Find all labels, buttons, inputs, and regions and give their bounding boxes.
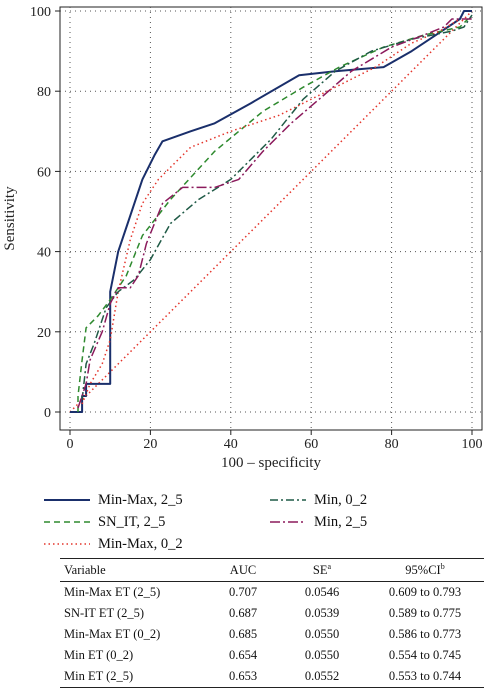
chart-legend: Min-Max, 2_5 Min, 0_2 SN_IT, 2_5 Min, 2_…: [0, 480, 484, 555]
table-row: Min-Max ET (2_5) 0.707 0.0546 0.609 to 0…: [60, 582, 484, 604]
cell-auc: 0.654: [228, 648, 258, 662]
legend-swatch: [270, 521, 306, 523]
legend-label: Min, 0_2: [314, 491, 368, 508]
legend-item-min-0-2: Min, 0_2: [268, 490, 367, 510]
y-tick-label: 100: [30, 5, 51, 20]
legend-swatch: [44, 521, 90, 523]
header-se-footnote: a: [327, 561, 332, 571]
cell-ci: 0.554 to 0.745: [388, 648, 462, 662]
reference-diagonal-line: [69, 10, 473, 413]
y-tick-label: 80: [37, 85, 51, 100]
y-tick-label: 60: [37, 165, 51, 180]
table-row: Min ET (0_2) 0.654 0.0550 0.554 to 0.745: [60, 645, 484, 666]
x-axis-label: 100 – specificity: [221, 455, 321, 471]
y-tick-label: 0: [44, 406, 51, 421]
cell-se: 0.0546: [304, 585, 340, 599]
x-tick-label: 40: [224, 437, 238, 452]
x-tick-label: 20: [143, 437, 157, 452]
header-ci-footnote: b: [440, 561, 445, 571]
legend-swatch: [270, 499, 306, 501]
auc-results-table: Variable AUC SEa 95%CIb Min-Max ET (2_5)…: [60, 558, 484, 688]
cell-se: 0.0552: [278, 666, 366, 688]
x-tick-label: 0: [67, 437, 74, 452]
cell-variable: Min ET (0_2): [64, 648, 134, 662]
legend-label: Min-Max, 2_5: [98, 491, 183, 508]
series-line-min-2-5: [77, 18, 472, 409]
legend-item-min-max-0-2: Min-Max, 0_2: [42, 534, 183, 554]
table-row: SN-IT ET (2_5) 0.687 0.0539 0.589 to 0.7…: [60, 603, 484, 624]
header-variable: Variable: [60, 558, 208, 582]
cell-variable: Min-Max ET (0_2): [64, 627, 161, 641]
cell-ci: 0.586 to 0.773: [388, 627, 462, 641]
cell-auc: 0.687: [228, 606, 258, 620]
x-tick-label: 60: [304, 437, 318, 452]
y-axis-label: Sensitivity: [2, 186, 18, 251]
cell-variable: Min ET (2_5): [60, 666, 208, 688]
legend-item-min-max-2-5: Min-Max, 2_5: [42, 490, 183, 510]
series-line-sn-it-2-5: [77, 18, 469, 412]
y-tick-label: 20: [37, 326, 51, 341]
cell-se: 0.0539: [304, 606, 340, 620]
series-line-min-max-2-5: [70, 10, 472, 413]
header-se: SEa: [278, 558, 366, 582]
header-se-text: SE: [312, 563, 328, 577]
legend-label: Min, 2_5: [314, 513, 368, 530]
plot-frame: [59, 6, 483, 431]
cell-auc: 0.653: [208, 666, 278, 688]
roc-chart: 0 20 40 60 80 100 0 20 40 60 80 100 100 – specificit…: [2, 5, 483, 471]
table-header-row: Variable AUC SEa 95%CIb: [60, 558, 484, 582]
table-row: Min-Max ET (0_2) 0.685 0.0550 0.586 to 0…: [60, 624, 484, 645]
cell-ci: 0.553 to 0.744: [366, 666, 484, 688]
x-tick-label: 100: [462, 437, 483, 452]
cell-ci: 0.609 to 0.793: [388, 585, 462, 599]
cell-se: 0.0550: [304, 627, 340, 641]
legend-swatch: [44, 499, 90, 501]
legend-item-sn-it-2-5: SN_IT, 2_5: [42, 512, 165, 532]
legend-label: SN_IT, 2_5: [98, 513, 166, 530]
cell-variable: SN-IT ET (2_5): [64, 606, 145, 620]
legend-swatch: [44, 543, 90, 545]
y-tick-label: 40: [37, 246, 51, 261]
cell-auc: 0.707: [228, 585, 258, 599]
cell-ci: 0.589 to 0.775: [388, 606, 462, 620]
table-row: Min ET (2_5) 0.653 0.0552 0.553 to 0.744: [60, 666, 484, 688]
cell-auc: 0.685: [228, 627, 258, 641]
x-tick-label: 80: [385, 437, 399, 452]
cell-se: 0.0550: [304, 648, 340, 662]
legend-label: Min-Max, 0_2: [98, 535, 183, 552]
header-ci-text: 95%CI: [405, 563, 441, 577]
series-line-min-max-0-2: [81, 18, 461, 405]
header-ci: 95%CIb: [366, 558, 484, 582]
cell-variable: Min-Max ET (2_5): [64, 585, 161, 599]
legend-item-min-2-5: Min, 2_5: [268, 512, 367, 532]
header-auc: AUC: [208, 558, 278, 582]
